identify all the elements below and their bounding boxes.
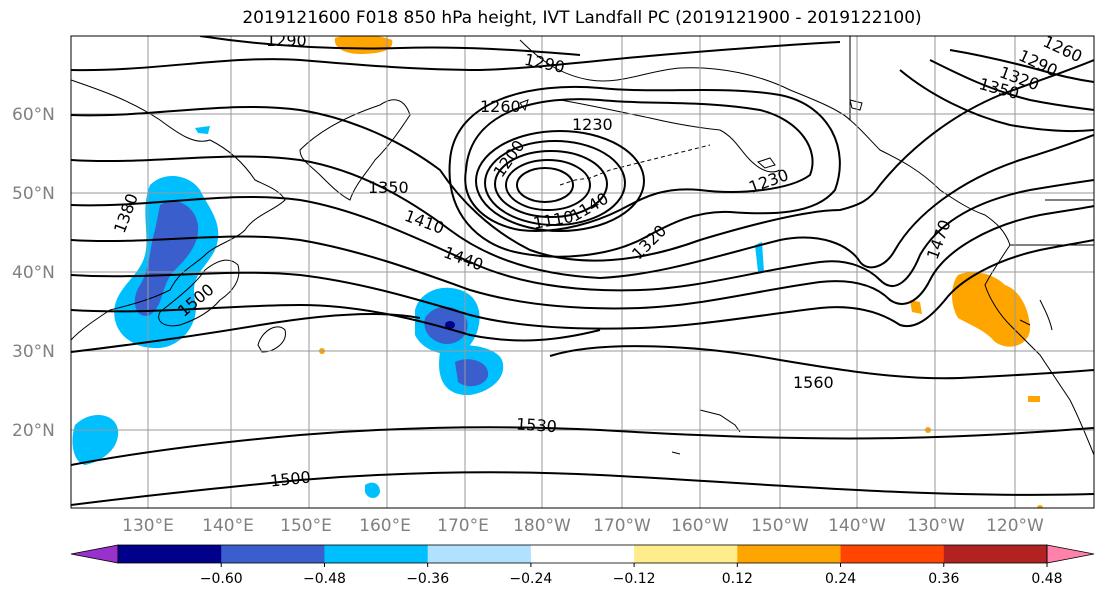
colorbar-ticks: −0.60 −0.48 −0.36 −0.24 −0.12 0.12 0.24 0.36 0.4… xyxy=(200,563,1063,587)
colorbar-tick-label: −0.12 xyxy=(613,571,656,587)
lon-label: 170°E xyxy=(437,516,489,536)
colorbar-segment xyxy=(427,545,532,563)
colorbar-tick-label: 0.12 xyxy=(722,571,753,587)
lon-label: 170°W xyxy=(593,516,651,536)
colorbar-tick-label: −0.24 xyxy=(509,571,552,587)
ivt-negative-fields xyxy=(72,126,764,498)
colorbar-tick-label: −0.48 xyxy=(303,571,346,587)
lon-label: 120°W xyxy=(986,516,1044,536)
lon-label: 180°W xyxy=(513,516,571,536)
contour-label: 1500 xyxy=(269,467,311,490)
map-frame xyxy=(70,35,1095,509)
colorbar-segment xyxy=(840,545,945,563)
latitude-labels: 60°N 50°N 40°N 30°N 20°N xyxy=(12,105,55,441)
colorbar-segment xyxy=(634,545,738,563)
lon-label: 130°E xyxy=(122,516,174,536)
colorbar-segment xyxy=(221,545,325,563)
colorbar-segment xyxy=(324,545,429,563)
longitude-labels: 130°E 140°E 150°E 160°E 170°E 180°W 170°… xyxy=(122,516,1044,536)
map-title: 2019121600 F018 850 hPa height, IVT Land… xyxy=(242,8,922,28)
lon-label: 130°W xyxy=(907,516,965,536)
contour-label: 1230 xyxy=(572,115,613,134)
contour-label: 1560 xyxy=(793,373,834,392)
lon-label: 160°E xyxy=(359,516,411,536)
colorbar-tick-label: −0.36 xyxy=(406,571,449,587)
colorbar-frame xyxy=(117,544,1048,564)
colorbar xyxy=(70,544,1095,564)
contour-label: 1350 xyxy=(368,178,409,197)
height-contours xyxy=(71,36,1094,506)
colorbar-segment xyxy=(118,545,222,563)
lon-label: 160°W xyxy=(671,516,729,536)
lat-label: 20°N xyxy=(12,421,55,441)
colorbar-tick-label: 0.36 xyxy=(928,571,959,587)
lat-label: 60°N xyxy=(12,105,55,125)
contour-label: 1260 xyxy=(480,97,521,116)
contour-label: 1290 xyxy=(266,31,307,50)
colorbar-tick-label: 0.24 xyxy=(825,571,856,587)
colorbar-segment xyxy=(943,545,1048,563)
colorbar-extend-min xyxy=(70,544,119,564)
colorbar-tick-label: 0.48 xyxy=(1031,571,1062,587)
lon-label: 140°E xyxy=(202,516,254,536)
colorbar-segment xyxy=(530,545,635,563)
lon-label: 150°E xyxy=(280,516,332,536)
lat-label: 30°N xyxy=(12,342,55,362)
colorbar-segment xyxy=(737,545,842,563)
contour-label: 1530 xyxy=(516,414,558,436)
colorbar-tick-label: −0.60 xyxy=(200,571,243,587)
lat-label: 50°N xyxy=(12,184,55,204)
lon-label: 150°W xyxy=(751,516,809,536)
ivt-positive-fields xyxy=(319,36,1043,508)
colorbar-extend-max xyxy=(1046,544,1095,564)
lon-label: 140°W xyxy=(828,516,886,536)
lat-label: 40°N xyxy=(12,263,55,283)
